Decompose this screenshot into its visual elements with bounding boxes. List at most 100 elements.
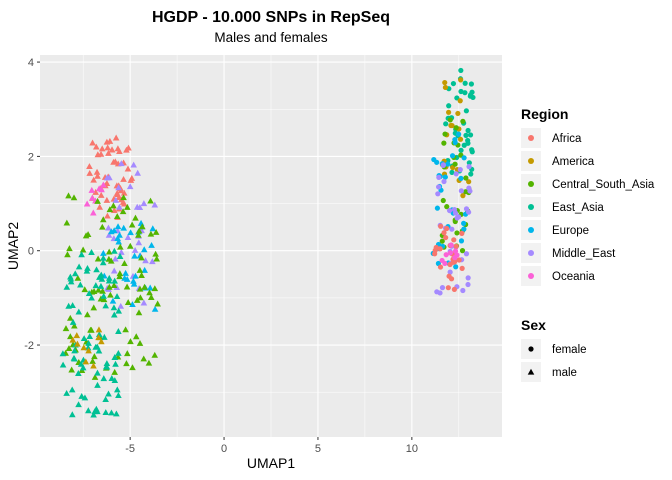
point-east-asia-male <box>75 370 82 376</box>
legend-key-male <box>527 368 535 375</box>
point-central-south-asia-male <box>139 223 146 230</box>
point-central-south-asia-male <box>110 282 118 289</box>
point-central-south-asia-male <box>145 359 153 366</box>
point-east-asia-male <box>63 283 71 290</box>
point-middle-east-male <box>118 160 125 167</box>
point-africa-female <box>459 265 465 271</box>
x-tick-label: -5 <box>125 443 135 455</box>
point-east-asia-male <box>94 369 101 376</box>
point-america-female <box>458 77 464 83</box>
point-africa-male <box>96 203 104 210</box>
point-europe-male <box>148 241 155 248</box>
y-tick-label: 2 <box>28 151 34 163</box>
point-oceania-male <box>88 194 96 201</box>
point-east-asia-male <box>100 254 107 261</box>
point-europe-female <box>453 264 459 270</box>
point-central-south-asia-male <box>152 250 159 257</box>
point-africa-male <box>125 144 132 151</box>
legend-sex: Sex female male <box>521 317 587 382</box>
point-central-south-asia-male <box>116 273 123 280</box>
point-east-asia-female <box>463 108 469 114</box>
point-central-south-asia-male <box>147 230 155 237</box>
point-middle-east-female <box>435 184 442 190</box>
point-middle-east-female <box>460 287 466 294</box>
point-africa-female <box>444 225 450 232</box>
point-middle-east-female <box>451 206 458 213</box>
point-europe-male <box>109 297 117 304</box>
point-central-south-asia-male <box>87 326 94 333</box>
point-east-asia-male <box>88 294 95 301</box>
point-europe-male <box>114 235 121 241</box>
point-europe-male <box>131 252 138 259</box>
y-tick-label: -2 <box>24 340 34 352</box>
point-east-asia-male <box>86 333 94 340</box>
point-central-south-asia-male <box>70 194 78 201</box>
point-europe-female <box>434 205 441 211</box>
point-east-asia-male <box>85 339 92 346</box>
point-central-south-asia-male <box>66 314 74 321</box>
legend-region: Region Africa America Central_South_Asia Ea… <box>521 106 655 286</box>
legend-label-europe: Europe <box>552 225 589 237</box>
point-europe-female <box>461 155 467 161</box>
point-africa-male <box>110 158 117 165</box>
point-central-south-asia-female <box>440 197 446 204</box>
point-east-asia-male <box>95 331 103 338</box>
y-axis-ticks: -2 0 2 4 <box>24 57 40 352</box>
point-central-south-asia-male <box>105 248 113 255</box>
point-central-south-asia-female <box>463 175 469 181</box>
point-europe-male <box>141 266 148 273</box>
point-central-south-asia-male <box>151 285 159 292</box>
point-america-female <box>457 98 463 104</box>
point-middle-east-female <box>447 269 453 275</box>
point-africa-female <box>448 276 455 282</box>
point-east-asia-female <box>466 160 472 166</box>
point-central-south-asia-male <box>123 360 130 367</box>
point-middle-east-male <box>110 267 118 274</box>
point-central-south-asia-male <box>94 255 102 262</box>
point-central-south-asia-female <box>439 238 445 244</box>
point-east-asia-male <box>69 318 77 325</box>
point-middle-east-male <box>103 174 111 181</box>
point-africa-male <box>104 144 111 151</box>
point-east-asia-male <box>85 290 93 297</box>
point-east-asia-male <box>79 364 87 371</box>
point-central-south-asia-male <box>67 333 74 340</box>
point-middle-east-male <box>142 257 149 264</box>
legend-key-east-asia <box>528 204 534 210</box>
point-east-asia-female <box>462 90 468 96</box>
point-central-south-asia-female <box>452 161 458 167</box>
point-central-south-asia-male <box>65 345 73 352</box>
point-europe-female <box>452 136 458 143</box>
point-africa-male <box>97 150 105 157</box>
point-central-south-asia-male <box>84 311 91 318</box>
point-east-asia-male <box>110 304 118 311</box>
point-central-south-asia-female <box>459 248 466 254</box>
point-africa-male <box>128 174 136 181</box>
x-tick-label: 10 <box>406 443 418 455</box>
point-america-female <box>442 84 449 91</box>
point-east-asia-female <box>446 103 452 109</box>
point-america-female <box>446 109 452 115</box>
point-africa-female <box>441 230 447 236</box>
point-oceania-male <box>100 181 107 188</box>
point-central-south-asia-male <box>117 243 124 250</box>
x-tick-label: 0 <box>221 443 227 455</box>
point-middle-east-female <box>465 281 471 288</box>
point-central-south-asia-female <box>441 140 447 146</box>
point-east-asia-male <box>103 363 111 370</box>
point-central-south-asia-male <box>136 266 144 273</box>
point-east-asia-male <box>71 355 78 362</box>
point-east-asia-male <box>84 264 91 271</box>
legend-key-africa <box>528 135 534 141</box>
point-east-asia-male <box>91 408 99 415</box>
point-europe-male <box>120 224 128 231</box>
legend-label-central-south-asia: Central_South_Asia <box>552 179 655 191</box>
point-east-asia-male <box>98 275 106 282</box>
point-middle-east-female <box>454 215 460 221</box>
point-east-asia-male <box>78 392 85 399</box>
point-central-south-asia-female <box>442 131 448 137</box>
point-oceania-male <box>95 185 103 192</box>
legend-key-middle-east <box>528 250 534 256</box>
point-africa-male <box>124 165 132 172</box>
point-europe-male <box>149 225 157 232</box>
